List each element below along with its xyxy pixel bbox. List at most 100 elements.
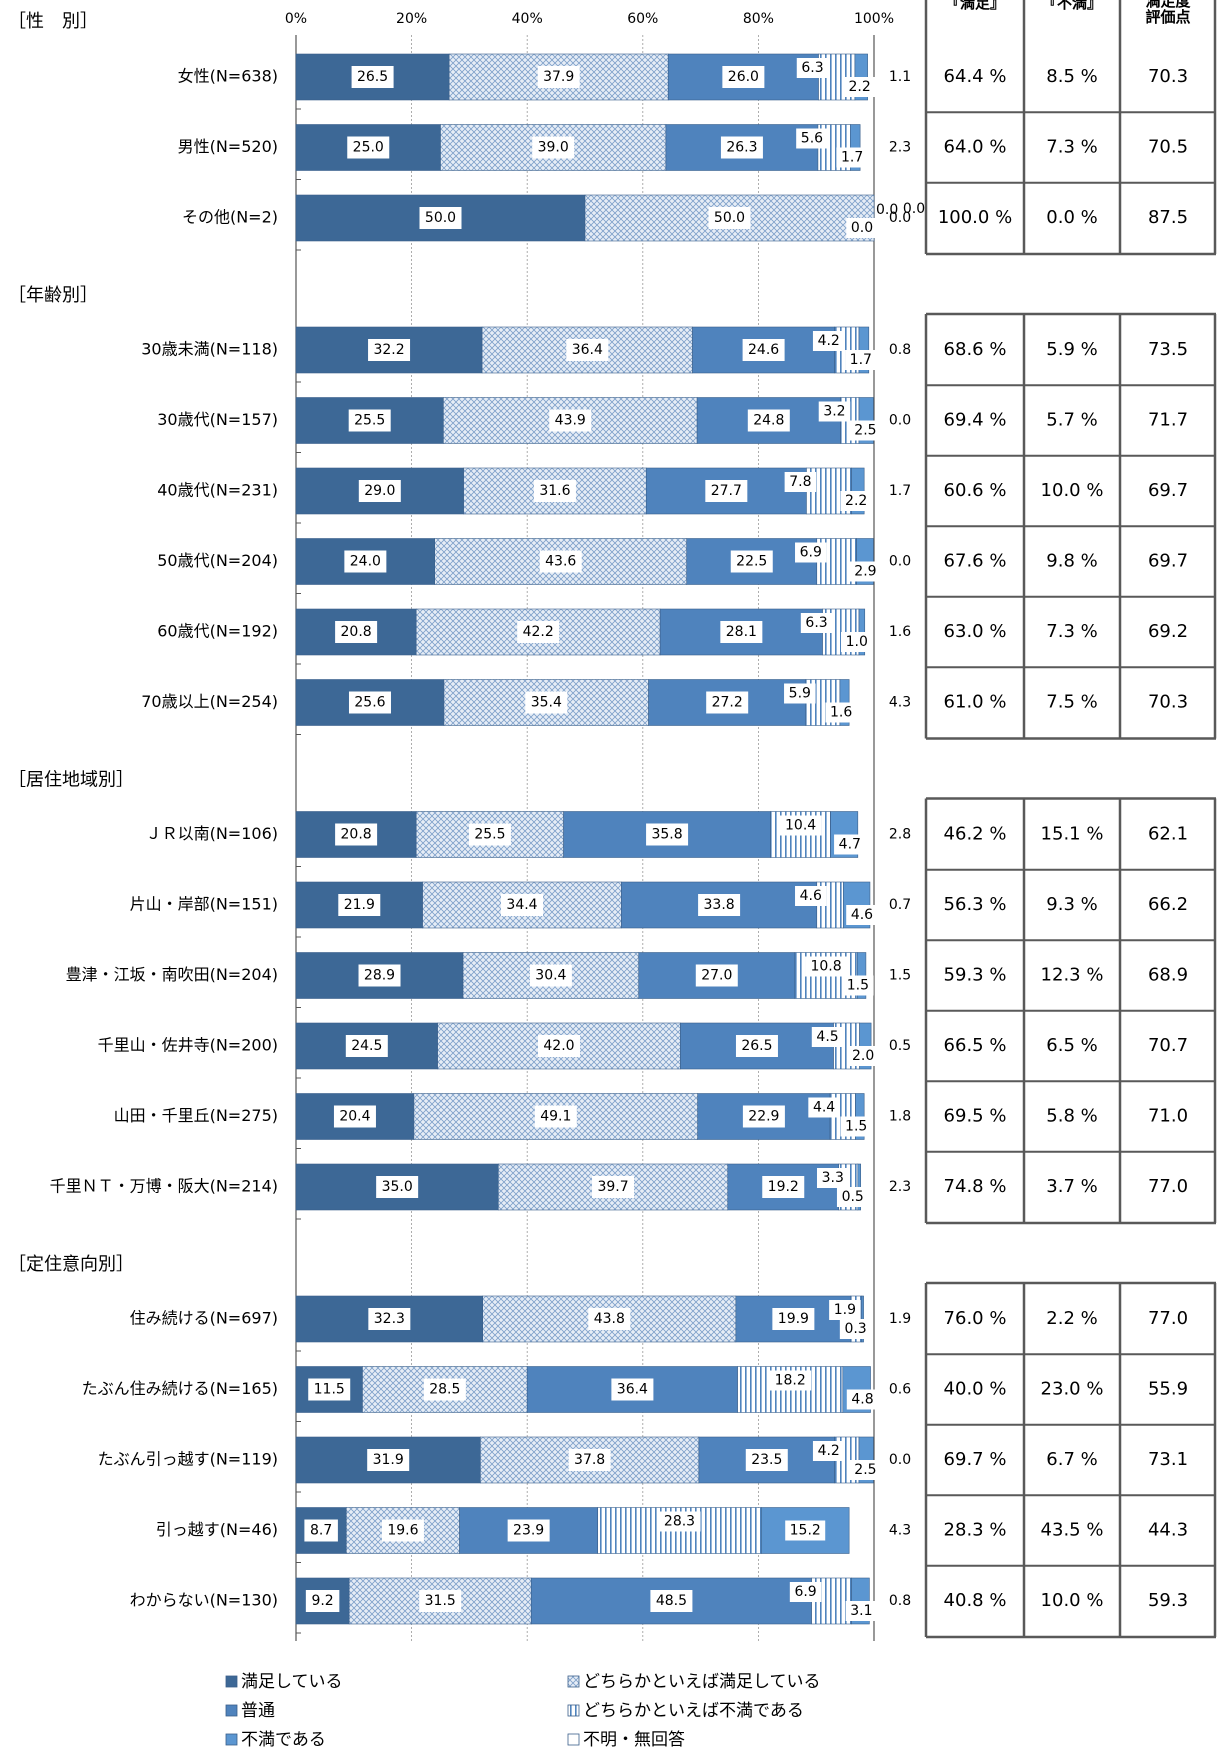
data-label-box — [533, 480, 576, 502]
data-label-box — [706, 691, 749, 714]
table-cell: 7.3 % — [1046, 137, 1097, 158]
table-cell: 44.3 — [1148, 1520, 1188, 1541]
legend-label: どちらかといえば不満である — [583, 1701, 804, 1721]
data-label-box — [367, 1449, 410, 1471]
table-cell: 3.7 % — [1046, 1176, 1097, 1197]
table-cell: 73.5 — [1148, 339, 1188, 360]
data-label: 2.2 — [849, 79, 871, 95]
data-label: 0.0 — [889, 210, 911, 226]
data-label: 28.9 — [364, 968, 395, 984]
data-label-box — [840, 1116, 872, 1137]
data-label: 22.9 — [748, 1109, 779, 1125]
table-cell: 46.2 % — [944, 824, 1007, 845]
data-label-box — [846, 218, 878, 238]
data-label-box — [730, 550, 773, 573]
data-label: 2.8 — [889, 827, 911, 843]
data-label-box — [549, 409, 592, 432]
data-label: 0.6 — [889, 1382, 911, 1398]
category-label: 40歳代(N=231) — [157, 481, 278, 500]
data-label-box — [368, 339, 411, 361]
data-label: 24.0 — [350, 554, 381, 570]
data-label: 25.6 — [354, 695, 385, 711]
data-label: 39.7 — [597, 1179, 628, 1195]
data-label-box — [358, 480, 401, 502]
data-label: 36.4 — [572, 342, 603, 358]
data-label-box — [539, 550, 582, 573]
data-label: 1.5 — [845, 1119, 867, 1135]
data-label: 25.5 — [474, 827, 505, 843]
data-label: 0.8 — [889, 1593, 911, 1609]
legend-label: 満足している — [241, 1672, 343, 1692]
category-label: 山田・千里丘(N=275) — [114, 1106, 278, 1125]
table-cell: 5.9 % — [1046, 339, 1097, 360]
table-cell: 68.9 — [1148, 965, 1188, 986]
data-label-box — [735, 1035, 778, 1057]
data-label: 3.1 — [850, 1603, 872, 1619]
category-label: 30歳未満(N=118) — [141, 340, 278, 359]
data-label: 50.0 — [714, 210, 745, 226]
data-label-box — [747, 409, 790, 432]
data-label: 31.6 — [539, 483, 570, 499]
legend-label: どちらかといえば満足している — [583, 1672, 821, 1692]
data-label: 42.0 — [543, 1038, 574, 1054]
data-label-box — [779, 815, 822, 836]
x-tick-label: 20% — [396, 11, 427, 27]
data-label-box — [419, 207, 462, 229]
data-label-box — [698, 894, 741, 916]
category-label: その他(N=2) — [182, 208, 278, 227]
data-label: 1.5 — [847, 978, 869, 994]
data-label-box — [592, 1176, 635, 1198]
data-label: 0.3 — [844, 1321, 866, 1337]
table-cell: 70.3 — [1148, 692, 1188, 713]
data-label-box — [785, 1520, 826, 1541]
data-label-box — [335, 621, 378, 643]
data-label: 1.7 — [841, 150, 863, 166]
category-label: 住み続ける(N=697) — [130, 1309, 278, 1328]
table-header: 『満足』 — [945, 0, 1005, 12]
data-label: 1.7 — [850, 352, 872, 368]
data-label-box — [345, 1035, 388, 1057]
table-cell: 61.0 % — [944, 692, 1007, 713]
legend-label: 普通 — [241, 1701, 275, 1721]
category-label: 片山・岸部(N=151) — [130, 895, 278, 914]
table-cell: 10.0 % — [1041, 1590, 1104, 1611]
table-cell: 43.5 % — [1041, 1520, 1104, 1541]
data-label-box — [308, 1378, 351, 1401]
data-label-box — [839, 1319, 872, 1339]
data-label: 3.3 — [822, 1170, 844, 1186]
data-label: 6.3 — [805, 615, 827, 631]
data-label: 37.8 — [574, 1452, 605, 1468]
data-label: 42.2 — [523, 624, 554, 640]
data-label-box — [532, 136, 575, 159]
table-cell: 70.3 — [1148, 66, 1188, 87]
data-label: 35.8 — [651, 827, 682, 843]
data-label: 1.7 — [889, 483, 911, 499]
data-label: 43.8 — [594, 1311, 625, 1327]
data-label: 15.2 — [790, 1523, 821, 1539]
data-label: 22.5 — [736, 554, 767, 570]
category-label: たぶん引っ越す(N=119) — [98, 1450, 278, 1469]
data-label: 19.9 — [778, 1311, 809, 1327]
data-label-box — [789, 1582, 822, 1602]
data-label: 32.3 — [374, 1311, 405, 1327]
data-label: 25.5 — [354, 413, 385, 429]
data-label-box — [338, 894, 381, 916]
data-label-box — [305, 1590, 340, 1612]
data-label-box — [304, 1519, 338, 1542]
data-label-box — [348, 691, 391, 714]
data-label: 27.7 — [711, 483, 742, 499]
table-cell: 76.0 % — [944, 1308, 1007, 1329]
data-label: 0.8 — [889, 342, 911, 358]
table-cell: 7.5 % — [1046, 692, 1097, 713]
data-label-box — [795, 886, 827, 906]
data-label-box — [646, 823, 689, 846]
data-label: 4.8 — [851, 1392, 873, 1408]
data-label-box — [658, 1511, 701, 1532]
table-cell: 40.8 % — [944, 1590, 1007, 1611]
data-label-box — [784, 683, 816, 704]
table-header: 『不満』 — [1042, 0, 1102, 12]
group-header: ［居住地域別］ — [8, 770, 134, 791]
legend-swatch — [567, 1704, 580, 1717]
data-label: 5.9 — [789, 686, 811, 702]
table-cell: 5.7 % — [1046, 410, 1097, 431]
